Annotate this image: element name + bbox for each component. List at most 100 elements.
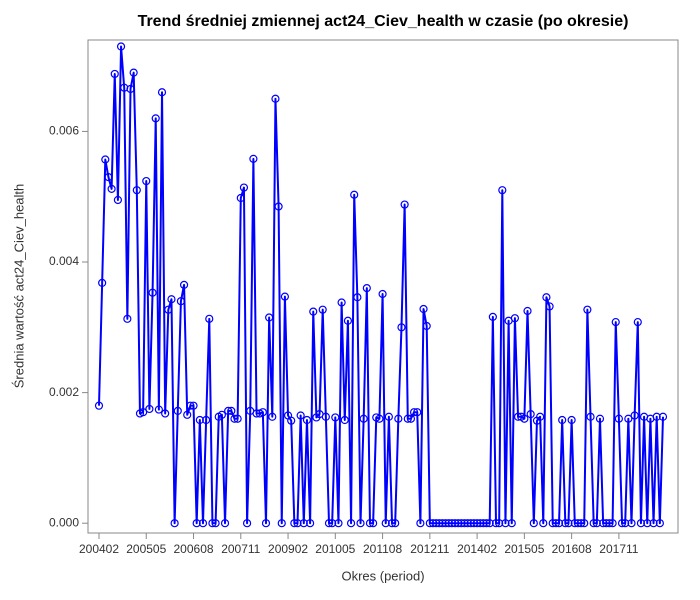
data-point [501, 519, 510, 528]
data-point [324, 519, 334, 528]
y-axis-label: Średnia wartość act24_Ciev_health [11, 184, 26, 389]
data-point [608, 519, 617, 528]
data-point [495, 519, 504, 528]
data-point [624, 414, 633, 423]
data-point [236, 193, 245, 203]
x-tick-label: 201711 [599, 542, 638, 556]
data-point [161, 409, 170, 418]
data-point [318, 305, 327, 314]
data-point [321, 412, 330, 421]
x-tick-label: 201402 [457, 542, 497, 556]
y-tick-label: 0.004 [49, 254, 79, 268]
data-point [658, 412, 668, 421]
data-point [302, 415, 312, 425]
data-point [444, 519, 453, 528]
data-point [176, 297, 186, 306]
data-point [224, 406, 233, 415]
data-point [334, 519, 343, 528]
data-point [249, 154, 258, 163]
data-point [523, 306, 532, 316]
data-point [614, 414, 623, 423]
data-point [261, 519, 271, 528]
data-point [649, 519, 658, 528]
data-point [554, 519, 564, 528]
data-point [413, 408, 422, 417]
data-point [331, 413, 340, 422]
data-point [202, 415, 211, 425]
data-point [148, 288, 157, 297]
data-point [447, 519, 456, 528]
x-tick-label: 200608 [174, 542, 214, 556]
data-point [208, 519, 217, 528]
data-point [473, 519, 482, 528]
data-point [110, 69, 119, 79]
data-point [617, 519, 627, 528]
data-point [463, 519, 472, 528]
chart-title: Trend średniej zmiennej act24_Ciev_healt… [138, 13, 629, 30]
data-point [198, 519, 208, 528]
data-point [457, 519, 466, 528]
data-point [441, 519, 450, 528]
data-point [599, 519, 608, 528]
data-point [296, 411, 305, 420]
data-point [94, 401, 104, 410]
y-tick-label: 0.006 [49, 124, 79, 138]
data-point [151, 114, 160, 123]
data-point [362, 284, 371, 293]
data-point [621, 519, 630, 528]
data-point [167, 295, 176, 304]
data-point [233, 414, 242, 423]
data-point [450, 519, 460, 528]
data-point [403, 414, 412, 423]
data-point [580, 519, 589, 528]
data-point [627, 519, 636, 528]
data-point [280, 292, 289, 301]
data-point [239, 183, 249, 192]
data-point [337, 298, 346, 307]
data-point [384, 412, 393, 421]
data-point [539, 519, 548, 528]
data-point [265, 313, 274, 322]
x-tick-label: 200505 [126, 542, 166, 556]
data-point [365, 519, 375, 528]
data-point [526, 410, 535, 419]
data-point [460, 519, 469, 528]
data-point [548, 519, 557, 528]
data-point [602, 519, 611, 528]
data-point [583, 305, 592, 314]
data-point [416, 519, 425, 528]
data-point [498, 186, 507, 195]
data-point [211, 519, 220, 528]
data-point [98, 278, 107, 288]
data-point [346, 519, 356, 528]
data-point [425, 519, 434, 528]
data-point [573, 519, 583, 528]
data-point [369, 519, 378, 528]
data-point [432, 519, 441, 528]
x-tick-label: 201108 [363, 542, 402, 556]
data-point [397, 323, 406, 332]
data-point [277, 519, 286, 528]
data-point [343, 316, 353, 325]
data-point [438, 519, 447, 528]
data-point [340, 415, 349, 425]
data-point [491, 519, 501, 528]
data-point [287, 416, 296, 425]
data-point [570, 519, 579, 528]
data-point [542, 293, 551, 302]
data-point [299, 519, 308, 528]
data-point [290, 519, 299, 528]
data-point [242, 519, 252, 528]
data-point [375, 414, 384, 423]
data-point [293, 519, 302, 528]
x-axis-label: Okres (period) [341, 568, 424, 583]
data-point [545, 302, 554, 311]
data-point [104, 173, 113, 182]
data-point [132, 186, 141, 195]
data-point [605, 519, 614, 528]
data-point [595, 414, 605, 423]
data-point [510, 314, 520, 323]
data-point [170, 519, 179, 528]
data-point [309, 307, 318, 316]
data-point [422, 321, 431, 331]
